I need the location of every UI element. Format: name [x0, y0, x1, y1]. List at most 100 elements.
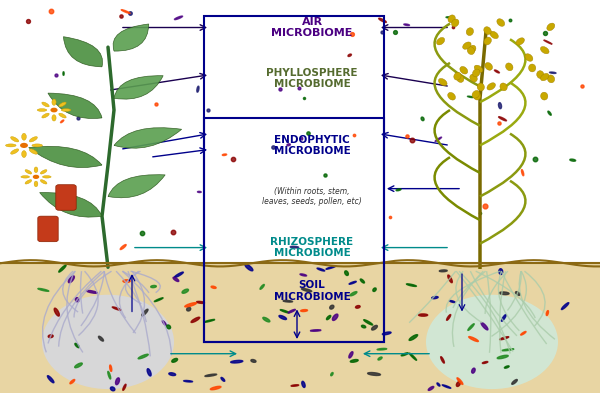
Ellipse shape: [499, 292, 509, 295]
Ellipse shape: [550, 72, 556, 73]
Text: PHYLLOSPHERE
MICROBIOME: PHYLLOSPHERE MICROBIOME: [266, 68, 358, 89]
Ellipse shape: [68, 276, 74, 283]
Ellipse shape: [40, 170, 47, 174]
Ellipse shape: [505, 366, 509, 368]
Ellipse shape: [38, 288, 49, 291]
Ellipse shape: [70, 380, 75, 384]
Ellipse shape: [457, 378, 463, 384]
Ellipse shape: [512, 380, 517, 384]
Ellipse shape: [310, 330, 321, 331]
Ellipse shape: [344, 271, 349, 275]
Ellipse shape: [61, 120, 64, 123]
Ellipse shape: [442, 385, 451, 388]
Ellipse shape: [279, 316, 287, 320]
Ellipse shape: [449, 301, 455, 303]
Ellipse shape: [356, 305, 360, 308]
Ellipse shape: [187, 307, 191, 311]
Ellipse shape: [47, 376, 54, 383]
Ellipse shape: [451, 19, 459, 27]
Ellipse shape: [541, 92, 548, 100]
Ellipse shape: [470, 74, 477, 82]
PathPatch shape: [29, 146, 102, 167]
Ellipse shape: [116, 378, 119, 385]
Ellipse shape: [11, 149, 19, 154]
Ellipse shape: [467, 47, 475, 55]
Ellipse shape: [516, 38, 524, 45]
Ellipse shape: [25, 170, 32, 174]
Ellipse shape: [74, 363, 82, 368]
Ellipse shape: [494, 70, 499, 73]
Ellipse shape: [280, 310, 289, 313]
Ellipse shape: [361, 325, 366, 328]
Ellipse shape: [123, 280, 130, 283]
Ellipse shape: [544, 40, 552, 44]
Ellipse shape: [454, 72, 461, 80]
Ellipse shape: [360, 279, 364, 283]
Ellipse shape: [487, 83, 496, 90]
Ellipse shape: [59, 265, 66, 272]
Ellipse shape: [506, 63, 513, 71]
Ellipse shape: [108, 371, 111, 379]
Ellipse shape: [138, 354, 148, 359]
PathPatch shape: [40, 193, 102, 217]
Ellipse shape: [326, 266, 336, 269]
Ellipse shape: [474, 65, 483, 72]
Ellipse shape: [547, 23, 555, 31]
Ellipse shape: [182, 289, 188, 293]
Text: AIR
MICROBIOME: AIR MICROBIOME: [271, 17, 353, 38]
Ellipse shape: [437, 37, 445, 45]
Ellipse shape: [197, 86, 199, 92]
Ellipse shape: [21, 176, 29, 178]
Ellipse shape: [326, 316, 331, 320]
Ellipse shape: [497, 355, 508, 359]
Ellipse shape: [349, 281, 356, 284]
Ellipse shape: [32, 144, 43, 147]
Ellipse shape: [52, 99, 56, 105]
Ellipse shape: [221, 377, 225, 381]
Ellipse shape: [396, 189, 401, 191]
Ellipse shape: [154, 298, 163, 301]
Ellipse shape: [121, 10, 130, 13]
Ellipse shape: [373, 288, 376, 292]
Ellipse shape: [283, 300, 293, 302]
Ellipse shape: [541, 73, 549, 81]
FancyBboxPatch shape: [56, 185, 76, 210]
Ellipse shape: [485, 62, 493, 70]
Ellipse shape: [172, 358, 178, 362]
Ellipse shape: [61, 109, 71, 112]
Ellipse shape: [211, 286, 216, 288]
Ellipse shape: [142, 309, 148, 316]
Ellipse shape: [25, 180, 32, 184]
Ellipse shape: [22, 133, 26, 140]
Ellipse shape: [435, 137, 442, 141]
Ellipse shape: [123, 384, 126, 390]
Ellipse shape: [570, 159, 575, 161]
Ellipse shape: [54, 308, 59, 316]
Ellipse shape: [331, 373, 333, 376]
Ellipse shape: [76, 298, 79, 302]
Ellipse shape: [110, 365, 112, 371]
FancyBboxPatch shape: [38, 216, 58, 242]
Ellipse shape: [547, 75, 554, 83]
Ellipse shape: [448, 15, 455, 23]
Ellipse shape: [59, 113, 66, 118]
Ellipse shape: [112, 307, 121, 310]
Text: ENDOPHYTIC
MICROBIOME: ENDOPHYTIC MICROBIOME: [274, 135, 350, 156]
Ellipse shape: [477, 83, 484, 91]
Ellipse shape: [302, 381, 305, 387]
Ellipse shape: [211, 386, 221, 390]
PathPatch shape: [113, 24, 149, 51]
Ellipse shape: [330, 305, 334, 309]
Ellipse shape: [317, 268, 325, 271]
Ellipse shape: [169, 373, 176, 376]
Ellipse shape: [11, 137, 19, 142]
Ellipse shape: [401, 353, 408, 356]
Ellipse shape: [197, 191, 201, 193]
Ellipse shape: [231, 360, 243, 363]
Ellipse shape: [175, 16, 182, 20]
Ellipse shape: [525, 54, 533, 61]
Ellipse shape: [473, 69, 480, 77]
Ellipse shape: [502, 314, 506, 321]
Ellipse shape: [147, 369, 151, 376]
Ellipse shape: [460, 66, 468, 74]
